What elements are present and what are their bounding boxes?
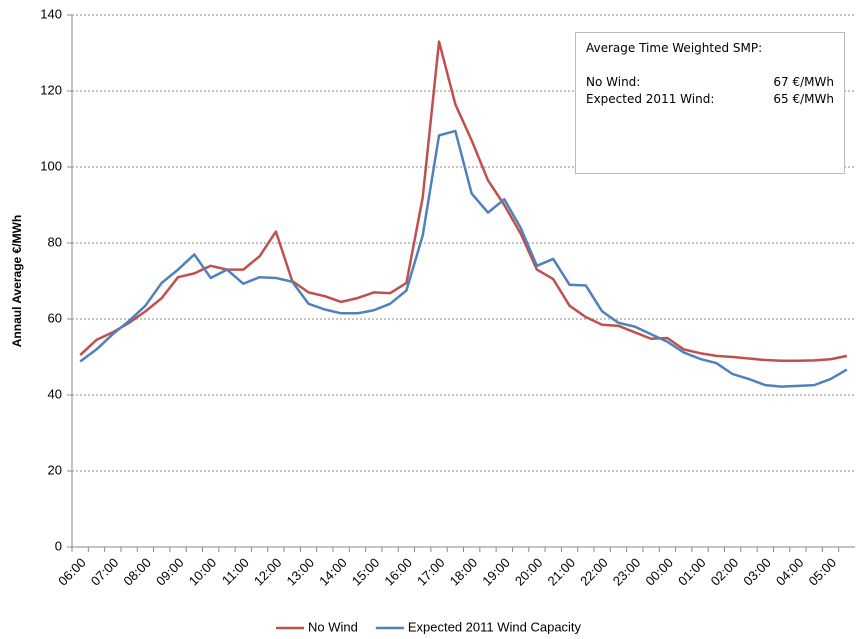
annotation-box: Average Time Weighted SMP: No Wind: 67 €/… — [575, 32, 845, 174]
annotation-label: Expected 2011 Wind: — [586, 92, 715, 106]
x-tick-label: 20:00 — [512, 555, 546, 589]
x-tick-label: 10:00 — [186, 555, 220, 589]
legend-label: No Wind — [308, 619, 358, 634]
x-tick-label: 09:00 — [153, 555, 187, 589]
annotation-value: 65 €/MWh — [773, 92, 834, 106]
x-tick-label: 02:00 — [708, 555, 742, 589]
annotation-title: Average Time Weighted SMP: — [586, 41, 763, 55]
x-tick-label: 11:00 — [219, 555, 252, 588]
x-tick-label: 17:00 — [414, 555, 448, 589]
annotation-row: No Wind: 67 €/MWh — [586, 75, 834, 92]
x-tick-label: 15:00 — [349, 555, 383, 589]
y-tick-label: 60 — [48, 310, 62, 325]
annotation-value: 67 €/MWh — [773, 75, 834, 89]
x-tick-label: 12:00 — [251, 555, 285, 589]
x-tick-label: 04:00 — [773, 555, 807, 589]
x-tick-label: 21:00 — [544, 555, 578, 589]
x-tick-label: 23:00 — [610, 555, 644, 589]
x-tick-label: 18:00 — [447, 555, 481, 589]
x-tick-label: 00:00 — [642, 555, 676, 589]
x-tick-label: 05:00 — [805, 555, 839, 589]
annotation-row: Expected 2011 Wind: 65 €/MWh — [586, 92, 834, 109]
x-tick-label: 01:00 — [675, 555, 709, 589]
legend-label: Expected 2011 Wind Capacity — [408, 619, 582, 634]
y-tick-label: 40 — [48, 386, 62, 401]
y-tick-label: 80 — [48, 234, 62, 249]
x-tick-label: 13:00 — [283, 555, 317, 589]
y-tick-label: 120 — [40, 82, 62, 97]
line-series — [79, 40, 848, 363]
y-tick-label: 100 — [40, 158, 62, 173]
y-tick-label: 0 — [55, 538, 62, 553]
y-tick-label: 140 — [40, 6, 62, 21]
x-tick-label: 06:00 — [55, 555, 89, 589]
x-tick-label: 08:00 — [120, 555, 154, 589]
y-axis-label: Annaul Average €/MWh — [10, 215, 24, 347]
line-series — [79, 129, 848, 388]
x-tick-label: 07:00 — [88, 555, 122, 589]
x-tick-label: 16:00 — [381, 555, 415, 589]
x-tick-label: 03:00 — [740, 555, 774, 589]
x-tick-label: 14:00 — [316, 555, 350, 589]
annotation-label: No Wind: — [586, 75, 641, 89]
y-tick-label: 20 — [48, 462, 62, 477]
x-tick-label: 22:00 — [577, 555, 611, 589]
x-tick-label: 19:00 — [479, 555, 513, 589]
